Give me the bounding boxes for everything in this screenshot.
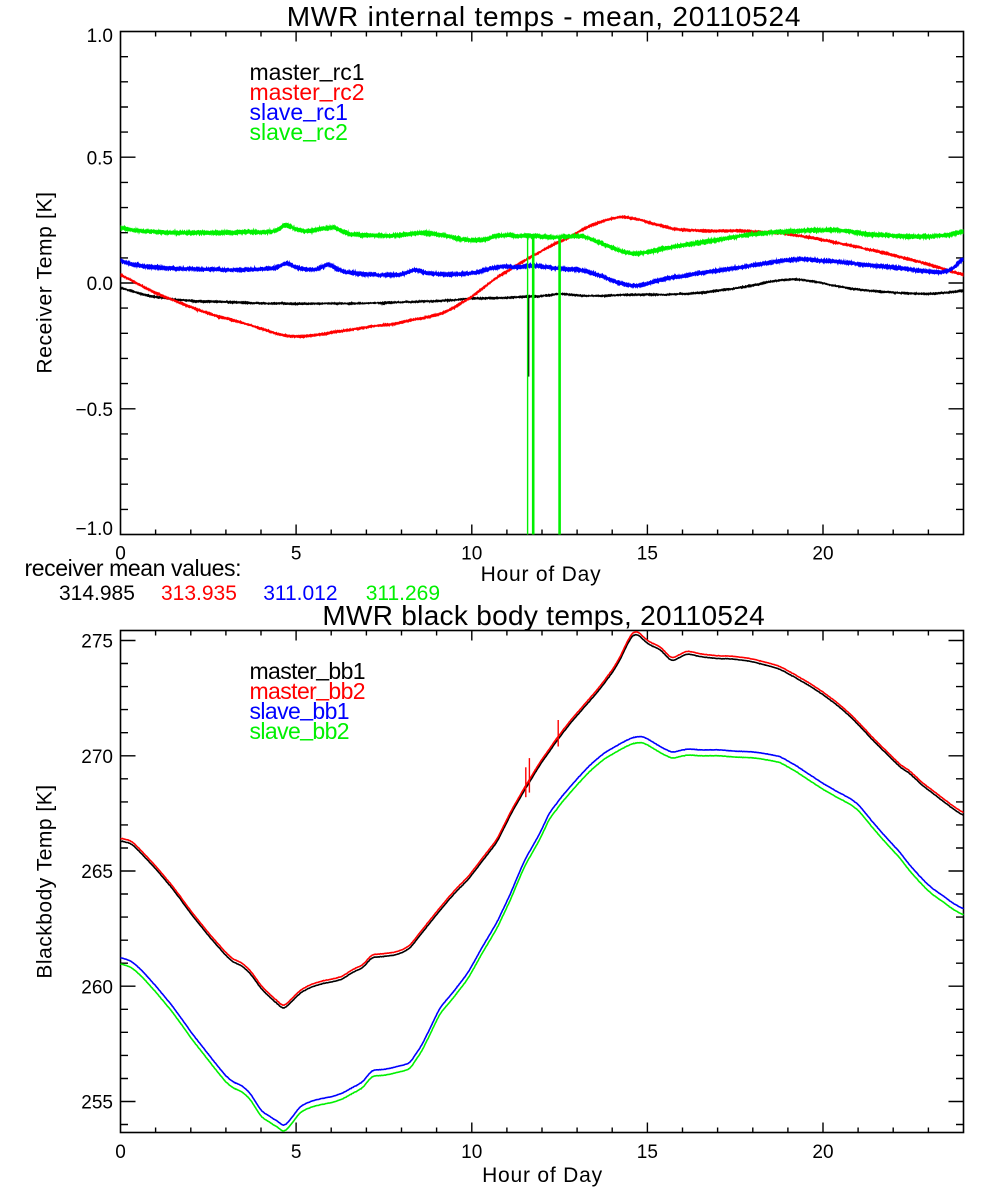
svg-text:5: 5 [291,1142,302,1163]
svg-text:270: 270 [81,747,113,768]
svg-text:10: 10 [461,1142,482,1163]
svg-text:265: 265 [81,862,113,883]
svg-text:275: 275 [81,632,113,653]
svg-text:0: 0 [115,544,126,565]
svg-text:slave_​rc2: slave_​rc2 [250,116,348,145]
svg-text:Receiver Temp [K]: Receiver Temp [K] [34,191,57,373]
svg-text:15: 15 [637,1142,658,1163]
svg-text:Hour of Day: Hour of Day [482,1164,603,1187]
svg-text:slave_​bb1: slave_​bb1 [250,695,349,724]
svg-text:MWR internal temps - mean, 201: MWR internal temps - mean, 20110524 [287,1,802,32]
svg-text:master_​rc2: master_​rc2 [250,76,365,105]
svg-text:15: 15 [637,544,658,565]
svg-text:5: 5 [291,544,302,565]
svg-text:slave_​bb2: slave_​bb2 [250,715,349,744]
svg-text:MWR black body temps, 20110524: MWR black body temps, 20110524 [322,600,765,631]
svg-text:slave_​rc1: slave_​rc1 [250,96,348,125]
svg-text:master_​bb2: master_​bb2 [250,675,365,704]
svg-text:Blackbody Temp [K]: Blackbody Temp [K] [34,784,57,978]
svg-text:255: 255 [81,1093,113,1114]
svg-text:master_​rc1: master_​rc1 [250,56,365,85]
svg-text:1.0: 1.0 [87,26,113,47]
svg-text:20: 20 [812,1142,833,1163]
svg-text:receiver mean values:: receiver mean values: [25,555,242,581]
svg-text:0.5: 0.5 [87,148,113,169]
svg-text:−1.0: −1.0 [75,519,113,540]
svg-text:0.0: 0.0 [87,274,113,295]
svg-text:−0.5: −0.5 [75,400,113,421]
svg-text:Hour of Day: Hour of Day [481,563,602,586]
svg-text:311.012: 311.012 [263,582,337,605]
svg-text:311.269: 311.269 [366,582,440,605]
svg-text:314.985: 314.985 [59,582,135,605]
svg-text:20: 20 [812,544,833,565]
svg-text:master_​bb1: master_​bb1 [250,655,365,684]
svg-text:10: 10 [461,544,482,565]
svg-text:260: 260 [81,977,113,998]
svg-text:0: 0 [115,1142,126,1163]
svg-text:313.935: 313.935 [161,582,237,605]
